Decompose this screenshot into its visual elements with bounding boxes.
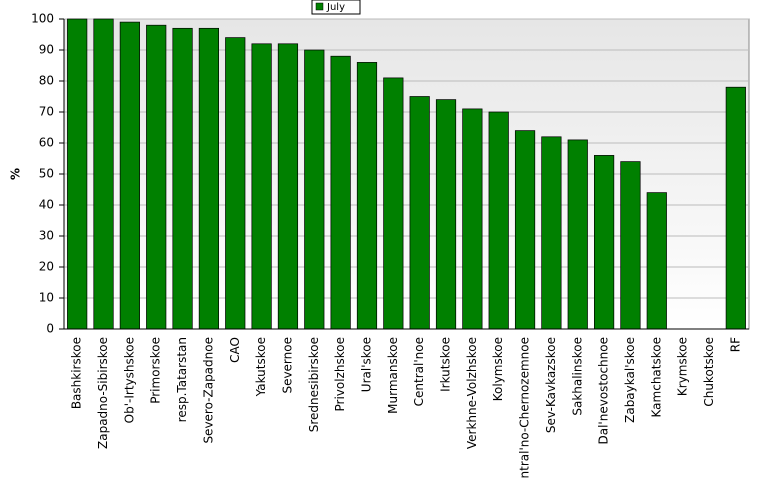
legend: July <box>311 0 361 15</box>
x-tick-label: Sakhalinskoe <box>570 337 584 416</box>
x-tick-label: Severnoe <box>280 337 294 394</box>
bar <box>725 86 746 330</box>
bar <box>541 136 562 330</box>
x-tick-label: Verkhne-Volzhskoe <box>465 337 479 449</box>
y-axis-label: % <box>9 168 23 180</box>
bar <box>330 55 351 330</box>
x-tick-label: Ural'skoe <box>359 337 373 392</box>
bar <box>409 96 430 330</box>
bar <box>93 18 114 330</box>
x-tick-label: Srednesibirskoe <box>307 337 321 432</box>
bar <box>488 111 509 330</box>
bar <box>567 139 588 330</box>
y-tick-label: 0 <box>46 322 54 336</box>
x-tick-label: Central'no-Chernozemnoe <box>518 337 532 479</box>
bar <box>462 108 483 330</box>
x-tick-label: Sev-Kavkazskoe <box>544 337 558 433</box>
bar <box>67 18 88 330</box>
x-tick-label: Bashkirskoe <box>70 337 84 409</box>
x-tick-label: RF <box>728 337 742 352</box>
bar <box>251 43 272 330</box>
y-tick-label: 80 <box>39 74 54 88</box>
bar <box>304 49 325 330</box>
bar <box>146 24 167 330</box>
x-tick-label: Murmanskoe <box>386 337 400 414</box>
bar <box>198 27 220 330</box>
y-tick-label: 90 <box>39 43 54 57</box>
x-tick-label: Krymskoe <box>676 337 690 396</box>
x-tick-label: Chukotskoe <box>702 337 716 407</box>
legend-swatch <box>315 2 324 11</box>
y-tick-label: 70 <box>39 105 54 119</box>
y-tick-label: 60 <box>39 136 54 150</box>
x-tick-label: Severo-Zapadnoe <box>201 337 215 444</box>
y-tick-label: 20 <box>39 260 54 274</box>
y-tick-label: 10 <box>39 291 54 305</box>
bar <box>119 21 140 330</box>
x-tick-label: Kolymskoe <box>491 337 505 401</box>
bar <box>356 62 378 330</box>
x-tick-label: Yakutskoe <box>254 337 268 397</box>
bar <box>646 192 667 330</box>
x-tick-label: Irkutskoe <box>439 337 453 392</box>
x-tick-label: Privolzhskoe <box>333 337 347 411</box>
x-tick-label: Zapadno-Sibirskoe <box>96 337 110 449</box>
bar <box>172 27 193 330</box>
bar <box>514 130 536 330</box>
bar <box>435 99 457 330</box>
legend-label: July <box>326 2 345 13</box>
y-tick-label: 30 <box>39 229 54 243</box>
y-tick-label: 40 <box>39 198 54 212</box>
y-tick-label: 100 <box>31 12 54 26</box>
x-tick-label: CAO <box>228 337 242 363</box>
x-tick-label: resp.Tatarstan <box>175 337 189 422</box>
x-tick-label: Dal'nevostochnoe <box>597 337 611 445</box>
x-tick-label: Kamchatskoe <box>649 337 663 417</box>
x-tick-label: Primorskoe <box>149 337 163 404</box>
bar <box>277 43 299 330</box>
legend-box <box>311 0 361 15</box>
x-tick-label: Zabaykal'skoe <box>623 337 637 423</box>
bar <box>593 155 615 330</box>
x-tick-label: Ob'-Irtyshskoe <box>122 337 136 423</box>
bar <box>620 161 641 330</box>
x-tick-label: Central'noe <box>412 337 426 406</box>
y-tick-label: 50 <box>39 167 54 181</box>
bar <box>383 77 404 330</box>
bar <box>225 37 246 330</box>
